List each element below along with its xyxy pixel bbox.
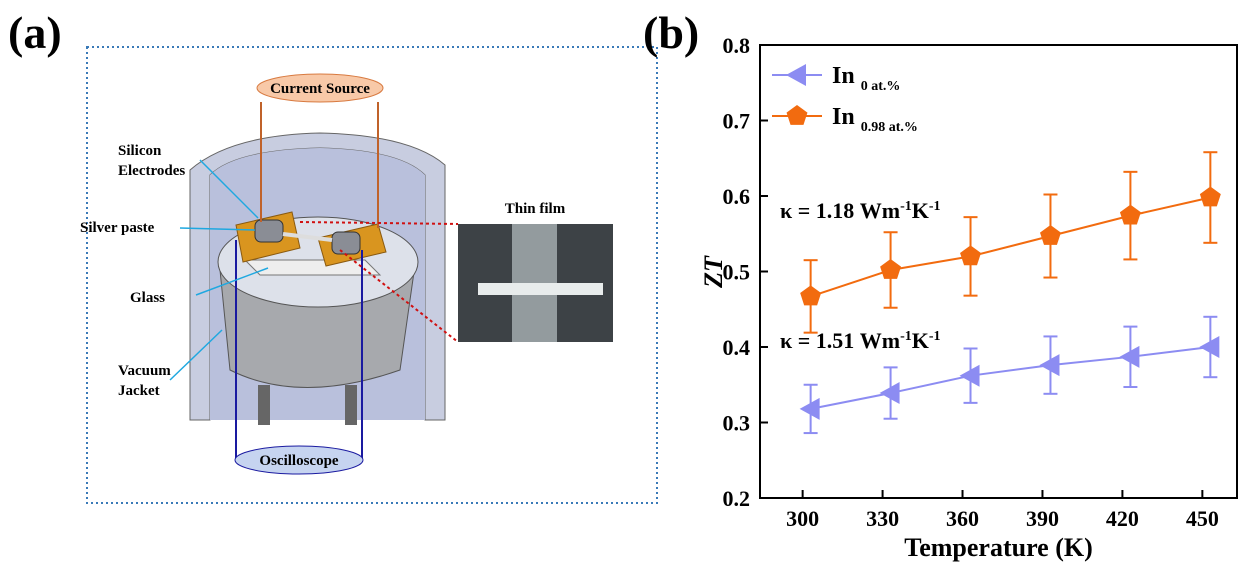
- annotation-part: K: [912, 328, 929, 353]
- legend-marker: [787, 105, 808, 125]
- panel-label: (a): [8, 7, 62, 58]
- annotation-part: -1: [929, 199, 941, 214]
- glass: [245, 260, 380, 275]
- y-axis-title: ZT: [699, 255, 728, 289]
- legend-sub: 0 at.%: [861, 79, 901, 94]
- y-tick-label: 0.6: [723, 184, 751, 209]
- annotation-part: κ = 1.18 Wm: [780, 198, 900, 223]
- marker: [1040, 225, 1061, 245]
- callout-label: Silver paste: [80, 220, 155, 236]
- legend-name: In: [832, 104, 855, 130]
- panel-label: (b): [643, 7, 699, 58]
- y-tick-label: 0.4: [723, 335, 751, 360]
- x-tick-label: 300: [786, 506, 819, 531]
- x-tick-label: 360: [946, 506, 979, 531]
- annotation-part: -1: [929, 329, 941, 344]
- y-tick-label: 0.8: [723, 33, 751, 58]
- legend-label: In 0.98 at.%: [832, 104, 918, 135]
- marker: [1200, 187, 1221, 207]
- callout-label: Electrodes: [118, 163, 185, 179]
- oscilloscope-label: Oscilloscope: [259, 453, 339, 469]
- legend-name: In: [832, 63, 855, 89]
- film-strip: [478, 283, 603, 295]
- x-tick-label: 420: [1106, 506, 1139, 531]
- annotation-part: K: [912, 198, 929, 223]
- leg: [258, 385, 270, 425]
- leg: [345, 385, 357, 425]
- silver-paste: [255, 220, 283, 242]
- annotation: κ = 1.18 Wm-1K-1: [780, 198, 941, 223]
- legend-marker: [786, 64, 806, 86]
- marker: [880, 259, 901, 279]
- figure: (a) Current Source Oscilloscope Thin fil…: [0, 0, 1250, 564]
- legend-sub: 0.98 at.%: [861, 120, 918, 135]
- callout-label: Jacket: [118, 383, 160, 399]
- panel-a: (a) Current Source Oscilloscope Thin fil…: [8, 7, 657, 503]
- x-tick-label: 330: [866, 506, 899, 531]
- annotation-part: -1: [900, 199, 912, 214]
- x-tick-label: 390: [1026, 506, 1059, 531]
- marker: [800, 285, 821, 305]
- annotation-part: κ = 1.51 Wm: [780, 328, 900, 353]
- current-source-label: Current Source: [270, 81, 370, 97]
- legend-label: In 0 at.%: [832, 63, 900, 94]
- marker: [960, 245, 981, 265]
- series-line: [811, 347, 1211, 409]
- callout-label: Glass: [130, 290, 165, 306]
- x-tick-label: 450: [1186, 506, 1219, 531]
- y-tick-label: 0.7: [723, 109, 751, 134]
- y-tick-label: 0.2: [723, 486, 751, 511]
- annotation-part: -1: [900, 329, 912, 344]
- y-tick-label: 0.3: [723, 411, 751, 436]
- silver-paste: [332, 232, 360, 254]
- thin-film-label: Thin film: [505, 201, 566, 217]
- callout-label: Silicon: [118, 143, 162, 159]
- annotation: κ = 1.51 Wm-1K-1: [780, 328, 941, 353]
- x-axis-title: Temperature (K): [904, 533, 1092, 562]
- marker: [1120, 205, 1141, 225]
- callout-label: Vacuum: [118, 363, 171, 379]
